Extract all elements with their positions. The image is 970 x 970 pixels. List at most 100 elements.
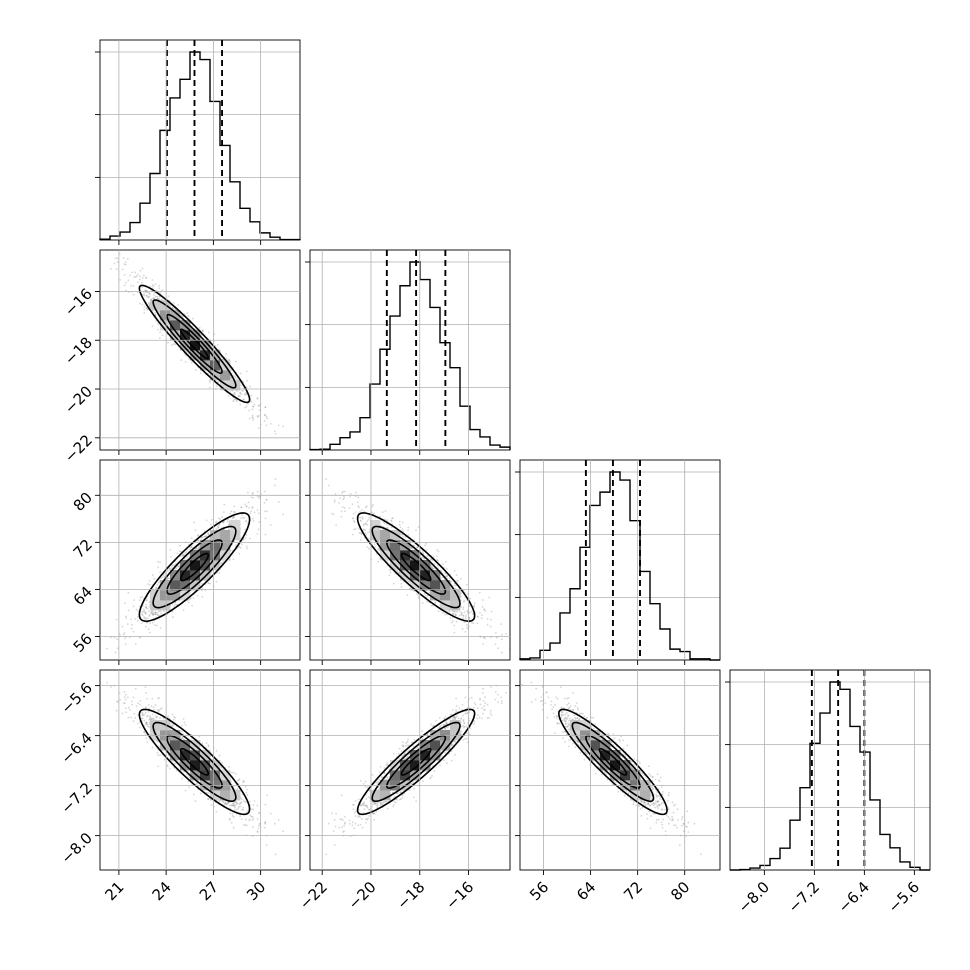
sample-point [173,605,175,608]
sample-point [116,257,119,260]
sample-point [150,298,153,301]
density-cell [230,520,241,531]
sample-point [390,526,393,529]
sample-point [184,551,187,554]
sample-point [158,610,160,613]
sample-point [140,622,143,625]
sample-point [490,610,493,613]
sample-point [411,547,413,550]
sample-point [144,618,147,621]
sample-point [161,298,163,301]
sample-point [158,285,161,287]
sample-point [189,597,192,600]
sample-point [134,642,137,645]
sample-point [352,512,355,515]
sample-point [122,257,125,260]
sample-point [367,531,369,534]
y-tick-label: −20 [61,382,96,417]
sample-point [146,296,149,298]
sample-point [139,278,141,281]
sample-point [429,558,432,561]
sample-point [251,491,254,494]
sample-point [454,584,456,587]
sample-point [233,393,236,396]
sample-point [174,343,177,346]
sample-point [473,602,476,605]
sample-point [147,296,150,299]
sample-point [240,506,243,509]
sample-point [239,403,242,406]
sample-point [195,369,197,372]
sample-point [208,582,210,585]
sample-point [466,627,468,629]
sample-point [462,615,465,617]
sample-point [242,389,245,392]
sample-point [160,612,163,615]
sample-point [207,533,210,536]
sample-point [241,514,243,516]
sample-point [238,545,241,548]
sample-point [218,571,221,574]
sample-point [139,596,142,599]
sample-point [452,609,455,612]
sample-point [201,536,204,539]
sample-point [222,560,225,563]
sample-point [476,615,479,618]
sample-point [153,624,156,626]
sample-point [251,417,254,419]
sample-point [389,571,392,574]
sample-point [476,615,479,618]
sample-point [349,495,351,498]
sample-point [244,528,247,531]
sample-point [239,546,242,549]
sample-point [143,294,145,297]
sample-point [201,329,204,332]
sample-point [242,387,245,390]
sample-point [146,307,148,310]
sample-point [359,539,362,541]
sample-point [264,406,267,409]
sample-point [123,274,126,276]
density-cell [180,340,191,351]
sample-point [473,604,476,607]
sample-point [476,622,479,625]
sample-point [365,522,367,525]
sample-point [500,651,503,654]
density-cell [160,590,171,601]
sample-point [243,516,245,519]
sample-point [201,589,203,592]
sample-point [451,609,454,612]
sample-point [209,582,211,585]
sample-point [161,334,164,337]
sample-point [325,478,328,480]
sample-point [186,312,189,315]
contour-line [138,284,251,404]
sample-point [339,497,342,499]
sample-point [178,550,181,553]
sample-point [172,302,175,304]
sample-point [360,532,362,535]
sample-point [159,627,162,629]
sample-point [182,553,185,556]
sample-point [263,420,266,422]
sample-point [230,378,233,381]
density-cell [210,350,221,361]
sample-point [226,520,229,523]
sample-point [123,263,126,266]
sample-point [265,498,268,501]
sample-point [247,403,249,406]
sample-point [141,596,144,599]
sample-point [132,605,135,608]
sample-point [141,286,143,289]
sample-point [174,567,177,570]
sample-point [282,425,285,428]
sample-point [495,636,498,639]
panel-frame [309,249,511,451]
sample-point [351,517,354,520]
sample-point [171,306,174,309]
contour-line [166,539,223,595]
sample-point [222,511,225,514]
histogram-step [730,681,930,871]
sample-point [125,289,128,292]
sample-point [269,524,272,526]
